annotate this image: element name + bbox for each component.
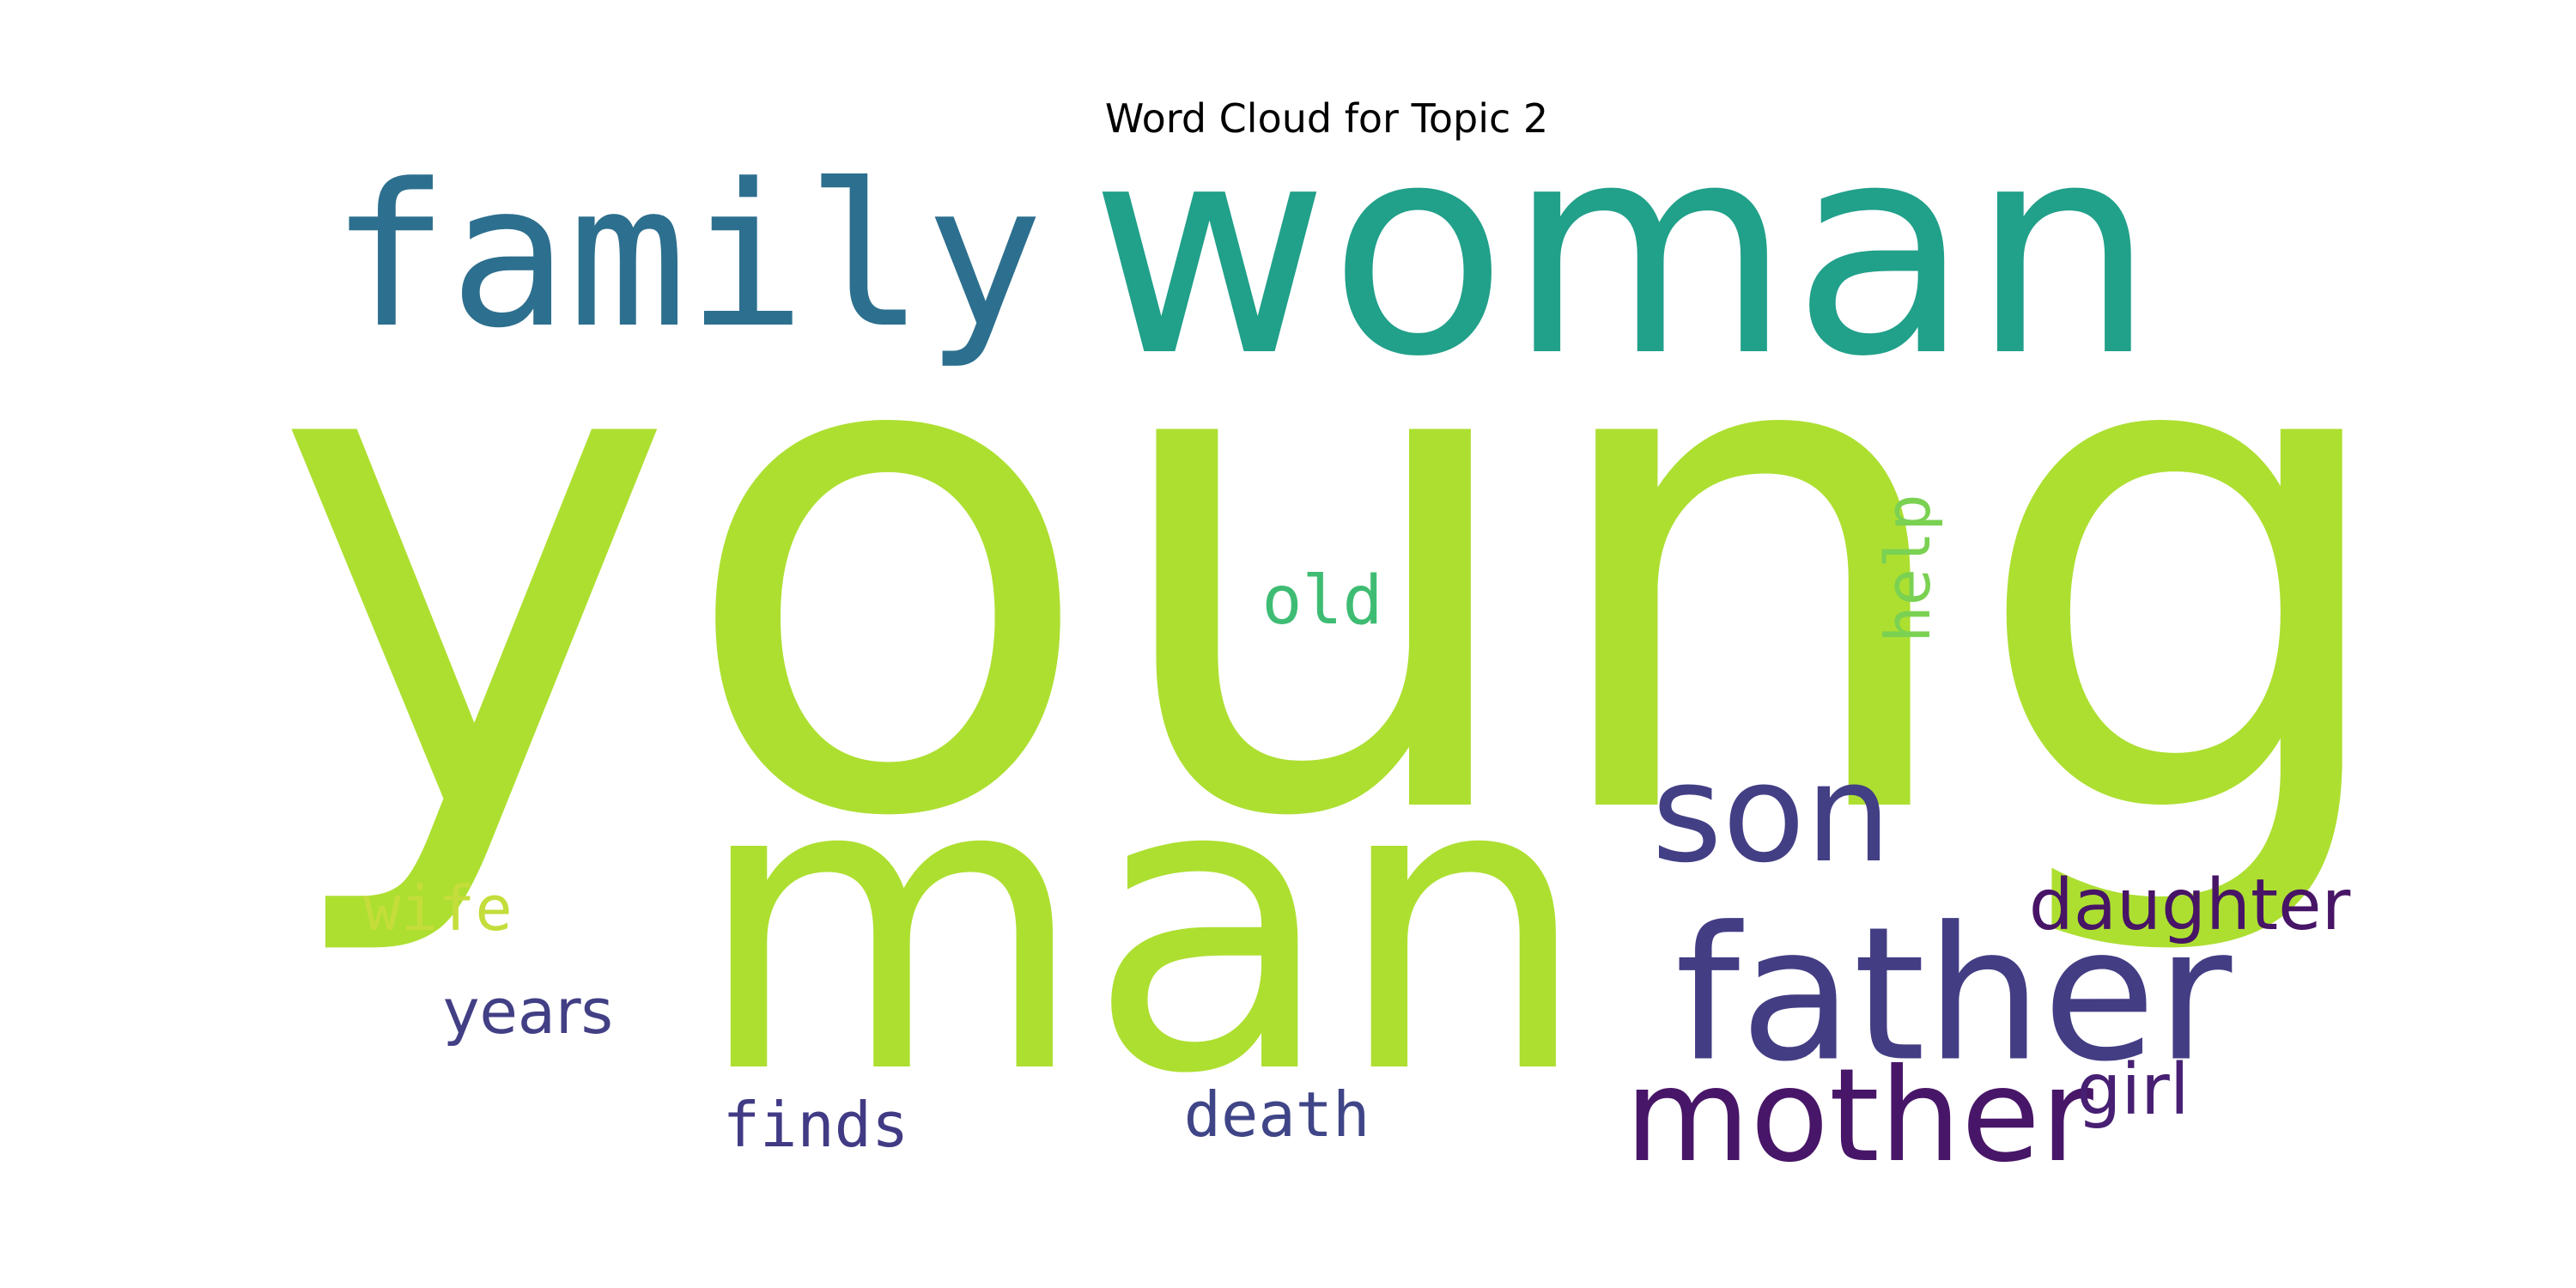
word-finds: finds	[722, 1089, 909, 1161]
word-young: young	[270, 167, 2405, 967]
figure-title: Word Cloud for Topic 2	[1104, 95, 1549, 142]
word-father: father	[1674, 886, 2233, 1103]
word-woman: woman	[1090, 81, 2156, 421]
word-man: man	[694, 692, 1590, 1162]
word-wife: wife	[363, 872, 513, 945]
word-girl: girl	[2076, 1049, 2190, 1131]
word-death: death	[1183, 1078, 1370, 1151]
word-daughter: daughter	[2028, 865, 2351, 946]
word-old: old	[1261, 562, 1383, 640]
word-years: years	[442, 975, 614, 1048]
word-family: family	[330, 143, 1044, 372]
word-mother: mother	[1625, 1042, 2093, 1191]
word-help: help	[1872, 494, 1944, 643]
word-son: son	[1651, 735, 1892, 893]
